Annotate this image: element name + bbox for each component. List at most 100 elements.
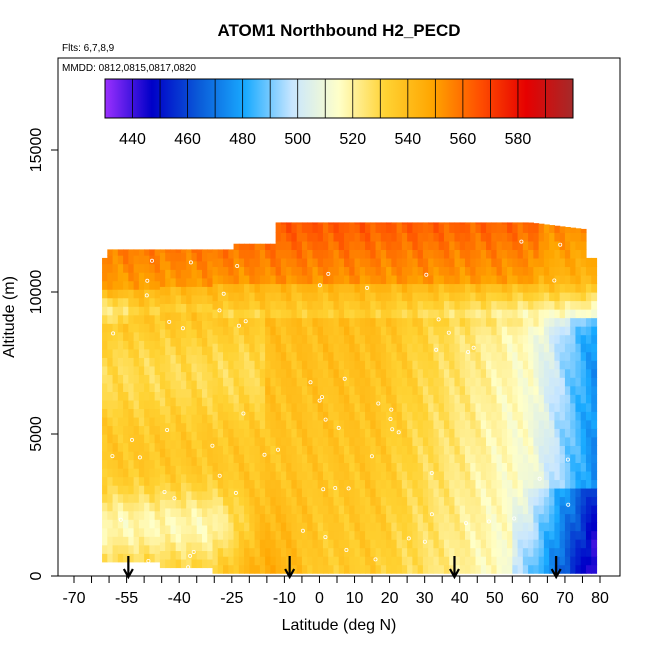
heatmap-cell [486,505,492,515]
heatmap-cell [144,451,150,461]
heatmap-cell [280,385,287,395]
heatmap-cell [543,556,550,566]
heatmap-cell [449,556,456,566]
heatmap-cell [528,274,534,285]
heatmap-cell [401,274,408,285]
heatmap-cell [265,274,271,285]
heatmap-cell [417,283,424,293]
heatmap-cell [223,462,229,472]
heatmap-cell [123,434,129,444]
heatmap-cell [123,544,129,554]
heatmap-cell [417,222,424,225]
heatmap-cell [144,272,150,282]
heatmap-cell [102,459,108,469]
heatmap-cell [517,496,524,506]
heatmap-cell [538,249,545,259]
heatmap-cell [307,419,314,429]
heatmap-cell [443,462,450,472]
heatmap-cell [528,309,534,319]
heatmap-cell [507,317,513,327]
heatmap-cell [154,442,161,452]
heatmap-cell [117,468,124,478]
heatmap-cell [265,334,271,344]
heatmap-cell [217,479,224,489]
heatmap-cell [470,564,477,574]
heatmap-cell [207,516,214,526]
heatmap-cell [333,222,340,225]
heatmap-cell [154,510,161,520]
heatmap-cell [564,539,571,549]
heatmap-cell [154,255,161,265]
heatmap-cell [543,513,550,523]
heatmap-cell [391,428,398,438]
heatmap-cell [296,377,303,387]
heatmap-cell [349,564,356,574]
heatmap-cell [212,300,219,310]
heatmap-cell [212,428,219,438]
heatmap-cell [249,317,256,327]
heatmap-cell [428,309,435,319]
heatmap-cell [459,343,466,353]
heatmap-cell [480,487,487,498]
heatmap-cell [401,309,408,319]
heatmap-cell [464,274,471,285]
heatmap-cell [580,334,587,344]
heatmap-cell [312,436,319,446]
heatmap-cell [554,249,561,259]
heatmap-cell [296,368,303,378]
heatmap-cell [517,539,524,549]
heatmap-cell [564,462,571,472]
heatmap-cell [549,326,556,336]
heatmap-cell [375,470,382,481]
heatmap-cell [454,539,461,549]
heatmap-cell [291,249,298,259]
heatmap-cell [265,419,271,429]
heatmap-cell [517,283,524,293]
heatmap-cell [438,539,445,549]
heatmap-cell [270,300,277,310]
heatmap-cell [422,232,429,242]
heatmap-cell [102,314,108,324]
heatmap-cell [344,232,350,242]
heatmap-cell [575,257,582,268]
heatmap-cell [470,351,477,361]
heatmap-cell [507,292,513,302]
heatmap-cell [449,266,456,276]
heatmap-cell [496,232,503,242]
heatmap-cell [191,249,198,253]
heatmap-cell [138,263,145,273]
heatmap-cell [338,470,345,481]
heatmap-cell [585,487,592,498]
heatmap-cell [559,496,566,506]
heatmap-cell [470,309,477,319]
heatmap-cell [422,564,429,574]
heatmap-cell [554,539,561,549]
heatmap-cell [307,317,314,327]
heatmap-cell [585,479,592,489]
heatmap-cell [301,436,308,446]
heatmap-cell [296,470,303,481]
x-tick-label: 70 [556,590,574,607]
heatmap-cell [365,564,371,574]
heatmap-cell [107,280,114,290]
heatmap-cell [270,368,277,378]
heatmap-cell [501,522,508,532]
heatmap-cell [449,470,456,481]
heatmap-cell [286,530,293,540]
heatmap-cell [386,222,392,225]
heatmap-cell [354,522,361,532]
heatmap-cell [438,419,445,429]
heatmap-cell [543,505,550,515]
heatmap-cell [501,334,508,344]
heatmap-cell [296,274,303,285]
heatmap-cell [217,539,224,549]
heatmap-cell [286,368,293,378]
heatmap-cell [301,377,308,387]
heatmap-cell [564,513,571,523]
heatmap-cell [554,479,561,489]
heatmap-cell [507,394,513,404]
heatmap-cell [301,222,308,225]
heatmap-cell [375,377,382,387]
sample-point [552,278,557,283]
heatmap-cell [517,368,524,378]
